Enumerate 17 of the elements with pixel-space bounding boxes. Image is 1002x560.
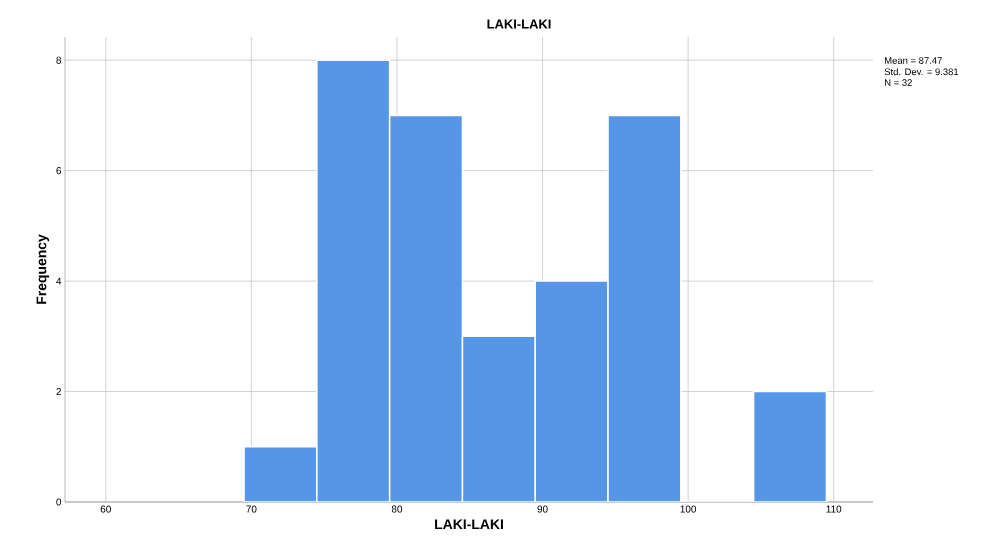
y-tick-label: 4: [56, 277, 62, 285]
y-tick-label: 8: [56, 56, 62, 64]
text: Mean = 87.47: [884, 57, 942, 64]
y-axis-title: Frequency: [36, 234, 50, 304]
x-tick-label: 70: [246, 505, 257, 513]
x-tick-label: 100: [680, 505, 697, 513]
x-tick-label: 90: [537, 505, 548, 513]
text: Std. Dev. = 9.381: [884, 68, 959, 76]
x-tick-label: 80: [391, 505, 403, 513]
text: N = 32: [884, 79, 912, 86]
x-axis-title: LAKI-LAKI: [435, 519, 503, 530]
chart-title: LAKI-LAKI: [487, 19, 551, 29]
y-tick-label: 0: [56, 498, 62, 506]
x-tick-label: 60: [100, 505, 111, 513]
y-tick-label: 6: [56, 167, 62, 175]
y-tick-label: 2: [56, 388, 61, 396]
x-tick-label: 110: [826, 505, 842, 513]
